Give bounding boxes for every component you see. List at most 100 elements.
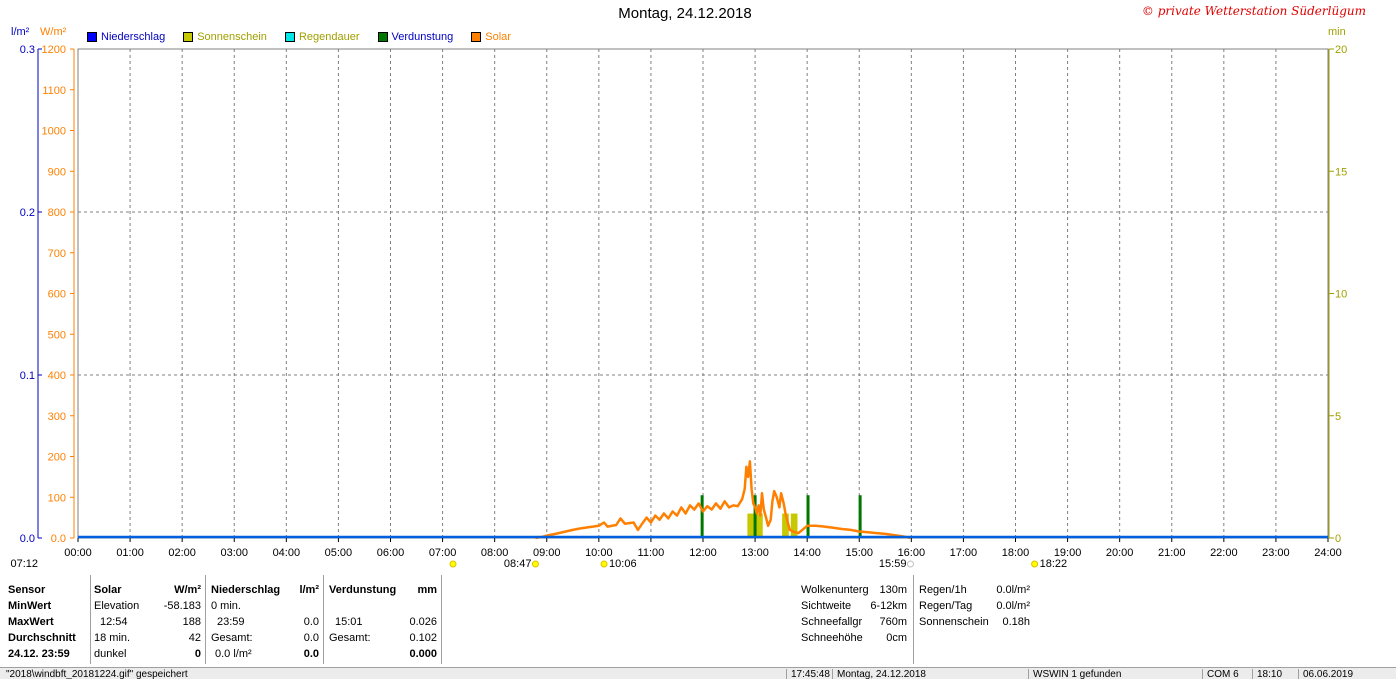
time-marker-label: 15:59	[879, 558, 907, 570]
legend-label-regendauer: Regendauer	[298, 31, 360, 43]
niederschlag-current-value: 0.0	[303, 648, 319, 660]
time-marker-label: 18:22	[1040, 558, 1068, 570]
x-tick-label: 13:00	[741, 547, 769, 559]
minutes-tick-label: 10	[1335, 289, 1347, 301]
evaporation-bar	[806, 495, 810, 538]
copyright-label: © private Wetterstation Süderlügum	[1141, 4, 1366, 18]
status-file-message: "2018\windbft_20181224.gif" gespeichert	[6, 669, 188, 679]
verdunstung-current-value: 0.000	[409, 648, 437, 660]
time-marker-label: 08:47	[504, 558, 532, 570]
sensor-column: Sensor MinWert MaxWert Durchschnitt 24.1…	[5, 575, 91, 664]
verdunstung-col-unit: mm	[417, 584, 437, 596]
x-tick-label: 21:00	[1158, 547, 1186, 559]
solar-tick-label: 1100	[42, 85, 66, 97]
legend-swatch-verdunstung	[377, 32, 388, 42]
rain-info-column: Regen/1h 0.0l/m² Regen/Tag 0.0l/m² Sonne…	[913, 575, 1036, 664]
solar-tick-label: 700	[48, 248, 66, 260]
status-wswin: WSWIN 1 gefunden	[1028, 669, 1203, 679]
legend-item-regendauer[interactable]: Regendauer	[284, 31, 360, 43]
status-clock: 18:10	[1252, 669, 1297, 679]
niederschlag-max-value: 0.0	[303, 616, 319, 628]
summary-panel: Sensor MinWert MaxWert Durchschnitt 24.1…	[5, 575, 1365, 665]
x-tick-label: 07:00	[429, 547, 457, 559]
minutes-tick-label: 20	[1335, 44, 1347, 56]
solar-col-header: Solar	[94, 584, 122, 596]
sichtweite-label: Sichtweite	[801, 600, 852, 612]
status-today: 06.06.2019	[1298, 669, 1373, 679]
solar-tick-label: 300	[48, 411, 66, 423]
sunshine-bar	[756, 513, 763, 538]
time-marker-dot	[906, 560, 914, 568]
niederschlag-total-label: Gesamt:	[211, 632, 253, 644]
status-time: 17:45:48	[786, 669, 831, 679]
legend-item-verdunstung[interactable]: Verdunstung	[377, 31, 454, 43]
niederschlag-max-time: 23:59	[217, 616, 245, 628]
solar-current-label: dunkel	[94, 648, 127, 660]
solar-min-value: -58.183	[163, 600, 201, 612]
precip-unit-label: l/m²	[11, 26, 30, 38]
plot-area	[77, 48, 1329, 539]
precip-tick-label: 0.3	[20, 44, 35, 56]
sensor-header: Sensor	[8, 584, 46, 596]
x-tick-label: 02:00	[168, 547, 196, 559]
legend-swatch-solar	[471, 32, 482, 42]
minutes-tick-label: 0	[1335, 533, 1341, 545]
wolkenunterg-label: Wolkenunterg	[801, 584, 869, 596]
x-tick-label: 04:00	[273, 547, 301, 559]
evaporation-bar	[858, 495, 862, 538]
minutes-tick-label: 5	[1335, 411, 1341, 423]
minutes-tick-label: 15	[1335, 166, 1347, 178]
verdunstung-total-label: Gesamt:	[329, 632, 371, 644]
status-com: COM 6	[1202, 669, 1253, 679]
solar-tick-label: 500	[48, 329, 66, 341]
sunshine-bar	[747, 513, 755, 538]
solar-tick-label: 1200	[42, 44, 66, 56]
niederschlag-current-label: 0.0 l/m²	[215, 648, 252, 660]
x-tick-label: 17:00	[950, 547, 978, 559]
legend-label-verdunstung: Verdunstung	[391, 31, 454, 43]
verdunstung-max-time: 15:01	[335, 616, 363, 628]
solar-max-value: 188	[182, 616, 201, 628]
legend-item-niederschlag[interactable]: Niederschlag	[87, 31, 165, 43]
solar-tick-label: 100	[48, 492, 66, 504]
verdunstung-column: Verdunstung mm 15:01 0.026 Gesamt: 0.102…	[323, 575, 442, 664]
solar-tick-label: 0.0	[51, 533, 66, 545]
x-tick-label: 05:00	[325, 547, 353, 559]
schneefallgr-label: Schneefallgr	[801, 616, 863, 628]
x-tick-label: 16:00	[898, 547, 926, 559]
x-tick-label: 18:00	[1002, 547, 1030, 559]
x-tick-label: 08:00	[481, 547, 509, 559]
solar-min-label: Elevation	[94, 600, 140, 612]
legend-item-sonnenschein[interactable]: Sonnenschein	[183, 31, 267, 43]
chart-plot: 00:00 01:00 02:00 03:00 04:00 05:00 06:00 07:00…	[10, 44, 1347, 570]
status-date: Montag, 24.12.2018	[832, 669, 1027, 679]
solar-tick-label: 900	[48, 166, 66, 178]
x-tick-label: 01:00	[116, 547, 144, 559]
x-tick-label: 23:00	[1262, 547, 1290, 559]
x-tick-label: 00:00	[64, 547, 92, 559]
x-tick-label: 10:00	[585, 547, 613, 559]
evaporation-bar	[753, 495, 757, 538]
solar-series-line	[535, 460, 911, 540]
regen-1h-value: 0.0l/m²	[996, 584, 1030, 596]
x-tick-label: 09:00	[533, 547, 561, 559]
x-tick-label: 15:00	[845, 547, 873, 559]
niederschlag-total-value: 0.0	[303, 632, 319, 644]
solar-max-time: 12:54	[100, 616, 128, 628]
solar-current-value: 0	[194, 648, 201, 660]
wolkenunterg-value: 130m	[879, 584, 907, 596]
legend-label-niederschlag: Niederschlag	[101, 31, 166, 43]
solar-column: Solar W/m² Elevation -58.183 12:54 188 1…	[90, 575, 206, 664]
x-tick-label: 24:00	[1314, 547, 1342, 559]
minutes-unit-label: min	[1328, 26, 1346, 38]
time-marker-label: 07:12	[10, 558, 38, 570]
time-marker-dot	[600, 560, 608, 568]
row-label-maxwert: MaxWert	[8, 616, 54, 628]
legend-swatch-niederschlag	[87, 32, 97, 42]
legend-swatch-regendauer	[284, 32, 295, 42]
sichtweite-value: 6-12km	[870, 600, 907, 612]
legend-item-solar[interactable]: Solar	[471, 31, 511, 43]
chart-title: Montag, 24.12.2018	[618, 5, 752, 22]
legend-swatch-sonnenschein	[183, 32, 194, 42]
